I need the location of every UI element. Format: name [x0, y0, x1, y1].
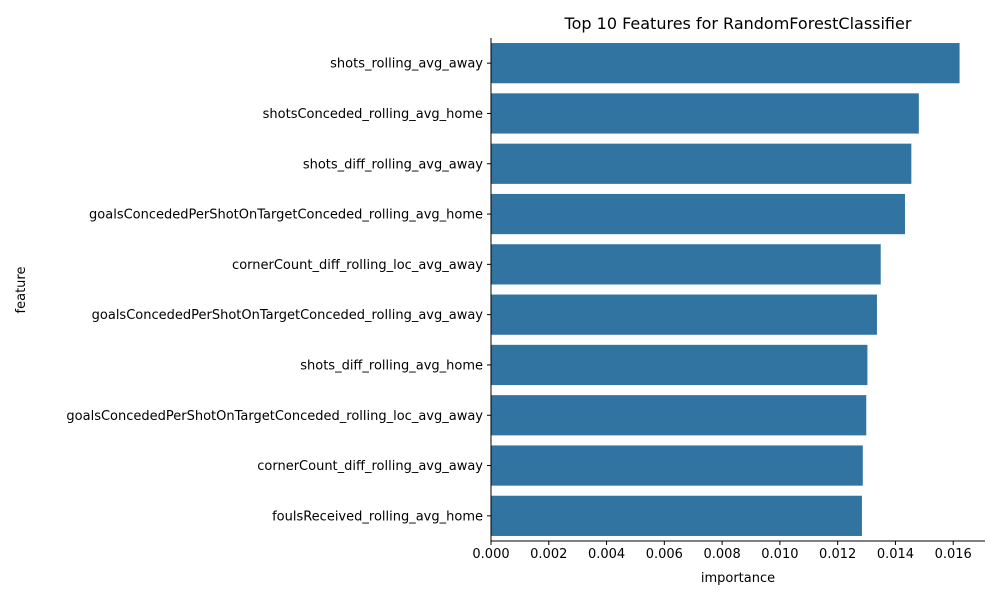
bar: [491, 193, 905, 235]
y-tick-label: shots_diff_rolling_avg_away: [303, 157, 483, 172]
chart-title: Top 10 Features for RandomForestClassifi…: [564, 14, 912, 33]
y-tick-label: cornerCount_diff_rolling_loc_avg_away: [232, 258, 483, 273]
x-tick-label: 0.006: [646, 547, 683, 562]
x-tick-label: 0.016: [935, 547, 972, 562]
bar: [491, 143, 912, 184]
bar: [491, 495, 862, 536]
y-tick-label: foulsReceived_rolling_avg_home: [272, 509, 483, 524]
x-tick-label: 0.012: [819, 547, 856, 562]
x-tick-labels: 0.000 0.002 0.004 0.006 0.008 0.010 0.012 0.014…: [472, 541, 972, 562]
x-axis-label: importance: [701, 571, 775, 586]
y-tick-label: shotsConceded_rolling_avg_home: [263, 107, 483, 122]
y-tick-label: cornerCount_diff_rolling_avg_away: [257, 459, 483, 474]
bar: [491, 244, 881, 285]
x-tick-label: 0.000: [472, 547, 509, 562]
y-tick-label: shots_diff_rolling_avg_home: [300, 358, 483, 373]
y-tick-label: goalsConcededPerShotOnTargetConceded_rol…: [92, 308, 484, 323]
bar: [491, 445, 863, 486]
bar: [491, 43, 960, 84]
bars-layer: [491, 43, 960, 536]
bar: [491, 395, 867, 436]
bar: [491, 294, 877, 335]
x-tick-label: 0.010: [761, 547, 798, 562]
y-tick-label: goalsConcededPerShotOnTargetConceded_rol…: [89, 208, 483, 223]
x-tick-label: 0.004: [588, 547, 625, 562]
y-tick-label: goalsConcededPerShotOnTargetConceded_rol…: [66, 409, 483, 424]
y-axis-label: feature: [14, 267, 29, 314]
y-tick-labels: shots_rolling_avg_away shotsConceded_roll…: [66, 57, 491, 524]
bar: [491, 344, 868, 386]
x-tick-label: 0.008: [704, 547, 741, 562]
x-tick-label: 0.002: [530, 547, 567, 562]
y-tick-label: shots_rolling_avg_away: [330, 57, 483, 72]
bar: [491, 93, 919, 134]
x-tick-label: 0.014: [877, 547, 914, 562]
